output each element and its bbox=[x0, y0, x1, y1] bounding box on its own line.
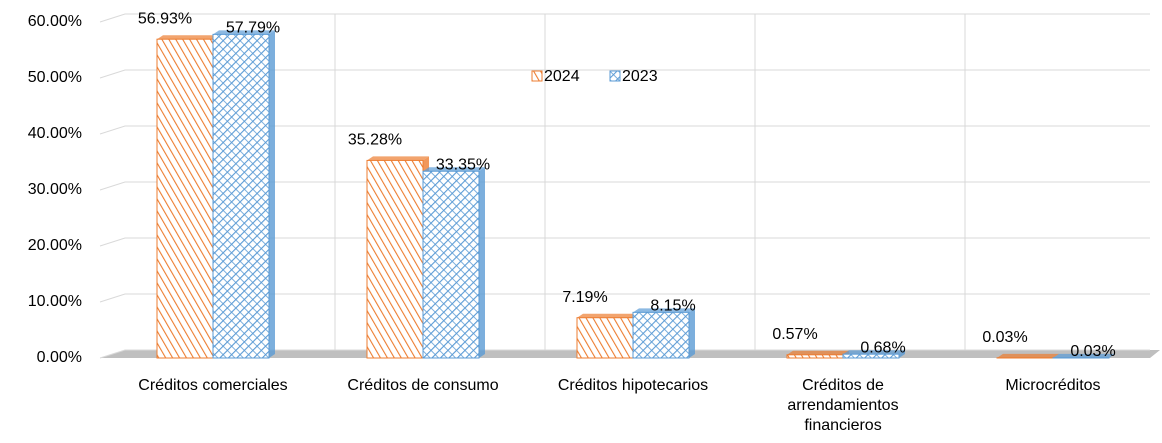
x-tick-label: Microcréditos bbox=[1005, 377, 1101, 394]
value-label: 56.93% bbox=[138, 10, 192, 27]
y-tick-label: 0.00% bbox=[37, 349, 82, 366]
bar bbox=[632, 311, 690, 359]
legend-label: 2023 bbox=[622, 68, 658, 85]
bar-top bbox=[997, 353, 1059, 358]
bar-side bbox=[479, 167, 485, 358]
grid-line bbox=[99, 181, 1150, 191]
bar-top bbox=[367, 156, 429, 161]
grid-line bbox=[99, 69, 1150, 79]
value-label: 0.03% bbox=[982, 329, 1027, 346]
grid-line bbox=[99, 293, 1150, 303]
legend-label: 2024 bbox=[544, 68, 580, 85]
bar bbox=[842, 353, 900, 359]
bar bbox=[576, 317, 634, 359]
grid-line bbox=[99, 349, 1150, 359]
bar bbox=[212, 33, 270, 359]
y-tick-label: 50.00% bbox=[28, 69, 82, 86]
x-tick-label: Créditos hipotecarios bbox=[557, 377, 709, 394]
value-label: 33.35% bbox=[436, 156, 490, 173]
grid-line bbox=[99, 13, 1150, 23]
grid-line bbox=[99, 237, 1150, 247]
y-tick-label: 20.00% bbox=[28, 237, 82, 254]
x-tick-label: Créditos comerciales bbox=[138, 377, 288, 394]
y-tick-label: 60.00% bbox=[28, 13, 82, 30]
value-label: 0.68% bbox=[860, 339, 905, 356]
bar-top bbox=[633, 308, 695, 313]
bar-top bbox=[157, 35, 219, 40]
value-label: 35.28% bbox=[348, 132, 402, 149]
legend-swatch bbox=[531, 70, 543, 82]
bar bbox=[156, 38, 214, 359]
bar-top bbox=[843, 350, 905, 355]
bar-top bbox=[577, 313, 639, 318]
bar-side bbox=[689, 308, 695, 358]
bar-side bbox=[1109, 353, 1115, 358]
bar-top bbox=[787, 350, 849, 355]
value-label: 0.03% bbox=[1070, 343, 1115, 360]
grid-line bbox=[99, 125, 1150, 135]
x-tick-label: Créditos de arrendamientos financieros bbox=[787, 377, 899, 434]
bar-side bbox=[899, 350, 905, 358]
bar bbox=[786, 354, 844, 359]
value-label: 0.57% bbox=[772, 326, 817, 343]
bar bbox=[366, 159, 424, 359]
x-tick-label: Créditos de consumo bbox=[347, 377, 499, 394]
bar-top bbox=[213, 30, 275, 35]
value-label: 7.19% bbox=[562, 289, 607, 306]
y-tick-label: 10.00% bbox=[28, 293, 82, 310]
y-tick-label: 30.00% bbox=[28, 181, 82, 198]
bar-top bbox=[1053, 353, 1115, 358]
bar-side bbox=[269, 30, 275, 358]
bar-top bbox=[423, 167, 485, 172]
bar bbox=[422, 170, 480, 359]
value-label: 8.15% bbox=[650, 298, 695, 315]
y-tick-label: 40.00% bbox=[28, 125, 82, 142]
value-label: 57.79% bbox=[226, 20, 280, 37]
legend-swatch bbox=[609, 70, 621, 82]
